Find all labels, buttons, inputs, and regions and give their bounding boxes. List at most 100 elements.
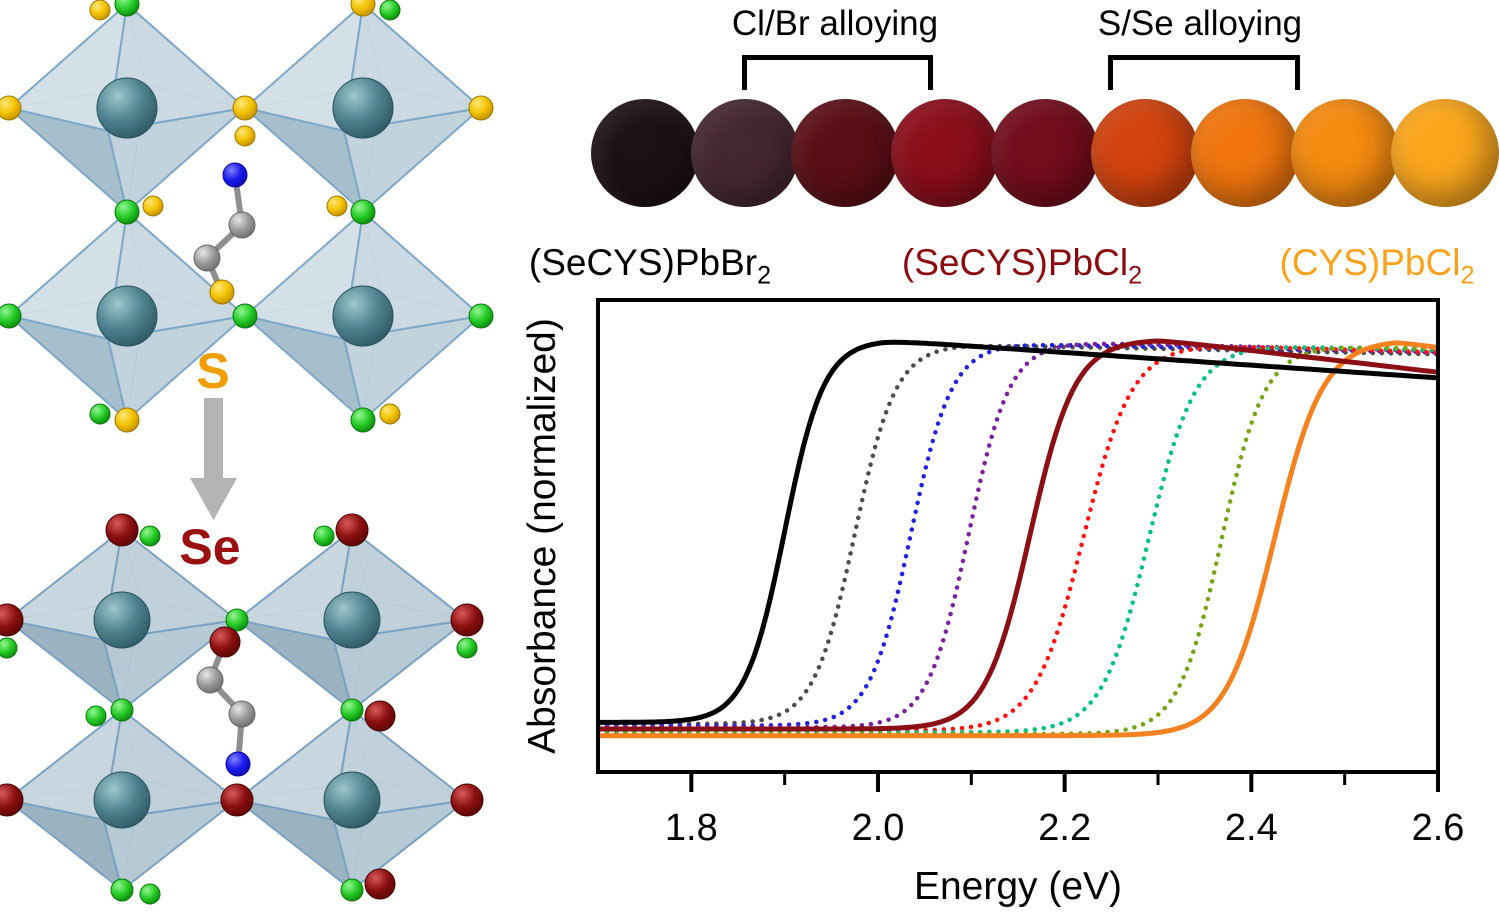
red-atom: [0, 783, 24, 817]
teal-atom: [93, 591, 151, 649]
yellow-atom: [350, 0, 376, 17]
x-axis-ticks: 1.8 2.0 2.2 2.4 2.6: [665, 772, 1464, 849]
red-atom: [364, 868, 396, 900]
yellow-atom: [326, 195, 348, 217]
green-atom: [114, 0, 140, 17]
x-tick-label: 2.4: [1225, 807, 1278, 849]
red-atom: [209, 626, 241, 658]
series-cl-br-alloy-3: [600, 341, 1436, 730]
yellow-atom: [468, 95, 494, 121]
formula-subscript: 2: [757, 261, 772, 290]
selenide-structure: [0, 513, 484, 905]
green-atom: [114, 199, 140, 225]
se-atom-label: Se: [179, 519, 240, 575]
sse-alloying-label: S/Se alloying: [1097, 4, 1303, 43]
teal-atom: [93, 771, 151, 829]
green-atom: [313, 525, 335, 547]
formula-text: (SeCYS)PbCl: [901, 242, 1129, 283]
red-atom: [0, 603, 24, 637]
yellow-atom: [89, 0, 111, 21]
powder-sample-2: [691, 99, 799, 207]
sse-bracket: [1108, 55, 1300, 90]
gray-atom: [193, 244, 221, 272]
red-atom: [450, 603, 484, 637]
blue-atom: [225, 751, 251, 777]
powder-sample-5: [991, 99, 1099, 207]
clbr-bracket: [742, 55, 933, 90]
series-s-se-alloy-1: [600, 344, 1436, 733]
yellow-atom: [234, 125, 256, 147]
green-atom: [340, 698, 364, 722]
gray-atom: [228, 211, 256, 239]
absorbance-chart: 1.8 2.0 2.2 2.4 2.6 Energy (eV) Absorbance (…: [521, 298, 1464, 908]
yellow-atom: [209, 279, 235, 305]
green-atom: [350, 407, 376, 433]
red-atom: [364, 700, 396, 732]
green-atom: [456, 637, 478, 659]
red-atom: [335, 513, 369, 547]
red-atom: [105, 513, 139, 547]
yellow-atom: [232, 95, 258, 121]
x-tick-label: 2.6: [1412, 807, 1465, 849]
green-atom: [350, 199, 376, 225]
green-atom: [379, 0, 401, 21]
series--cys-pbcl2: [600, 340, 1436, 739]
formula-secys-pbbr2: (SeCYS)PbBr2: [500, 242, 800, 290]
yellow-atom: [114, 407, 140, 433]
series--secys-pbbr2: [600, 339, 1436, 725]
powder-sample-6: [1091, 99, 1199, 207]
teal-atom: [332, 77, 394, 139]
series--secys-pbcl2: [600, 338, 1436, 732]
green-atom: [139, 525, 161, 547]
plot-frame: [596, 298, 1440, 774]
x-tick-label: 2.2: [1038, 807, 1091, 849]
formula-subscript: 2: [1460, 261, 1475, 290]
green-atom: [0, 303, 22, 329]
gray-atom: [196, 666, 224, 694]
teal-atom: [332, 285, 394, 347]
x-tick-label: 1.8: [665, 807, 718, 849]
spectra-curves: [600, 338, 1436, 739]
green-atom: [89, 403, 111, 425]
formula-text: (SeCYS)PbBr: [528, 242, 758, 283]
x-tick-label: 2.0: [852, 807, 905, 849]
formula-cys-pbcl2: (CYS)PbCl2: [1255, 242, 1499, 290]
powder-sample-9: [1391, 99, 1499, 207]
formula-secys-pbcl2: (SeCYS)PbCl2: [872, 242, 1172, 290]
yellow-atom: [0, 95, 22, 121]
green-atom: [110, 878, 134, 902]
blue-atom: [222, 162, 248, 188]
yellow-atom: [379, 403, 401, 425]
green-atom: [340, 878, 364, 902]
powder-sample-1: [591, 99, 699, 207]
green-atom: [468, 303, 494, 329]
powder-sample-3: [791, 99, 899, 207]
green-atom: [110, 698, 134, 722]
formula-subscript: 2: [1128, 261, 1143, 290]
sulfide-structure: [0, 0, 494, 433]
teal-atom: [323, 771, 381, 829]
green-atom: [139, 883, 161, 905]
powder-sample-7: [1191, 99, 1299, 207]
green-atom: [0, 637, 18, 659]
series-s-se-alloy-2: [600, 345, 1436, 735]
green-atom: [225, 608, 249, 632]
x-axis-title: Energy (eV): [914, 865, 1122, 908]
series-cl-br-alloy-1: [600, 343, 1436, 727]
clbr-alloying-label: Cl/Br alloying: [731, 4, 939, 43]
gray-atom: [228, 700, 256, 728]
green-atom: [232, 303, 258, 329]
powder-sample-4: [891, 99, 999, 207]
yellow-atom: [142, 195, 164, 217]
formula-text: (CYS)PbCl: [1279, 242, 1461, 283]
red-atom: [450, 783, 484, 817]
teal-atom: [96, 285, 158, 347]
crystal-structures-panel: S Se: [0, 0, 494, 905]
teal-atom: [323, 591, 381, 649]
powder-sample-8: [1291, 99, 1399, 207]
series-cl-br-alloy-2: [600, 342, 1436, 728]
down-arrow-icon: [190, 398, 237, 520]
green-atom: [85, 705, 107, 727]
s-atom-label: S: [196, 343, 229, 399]
